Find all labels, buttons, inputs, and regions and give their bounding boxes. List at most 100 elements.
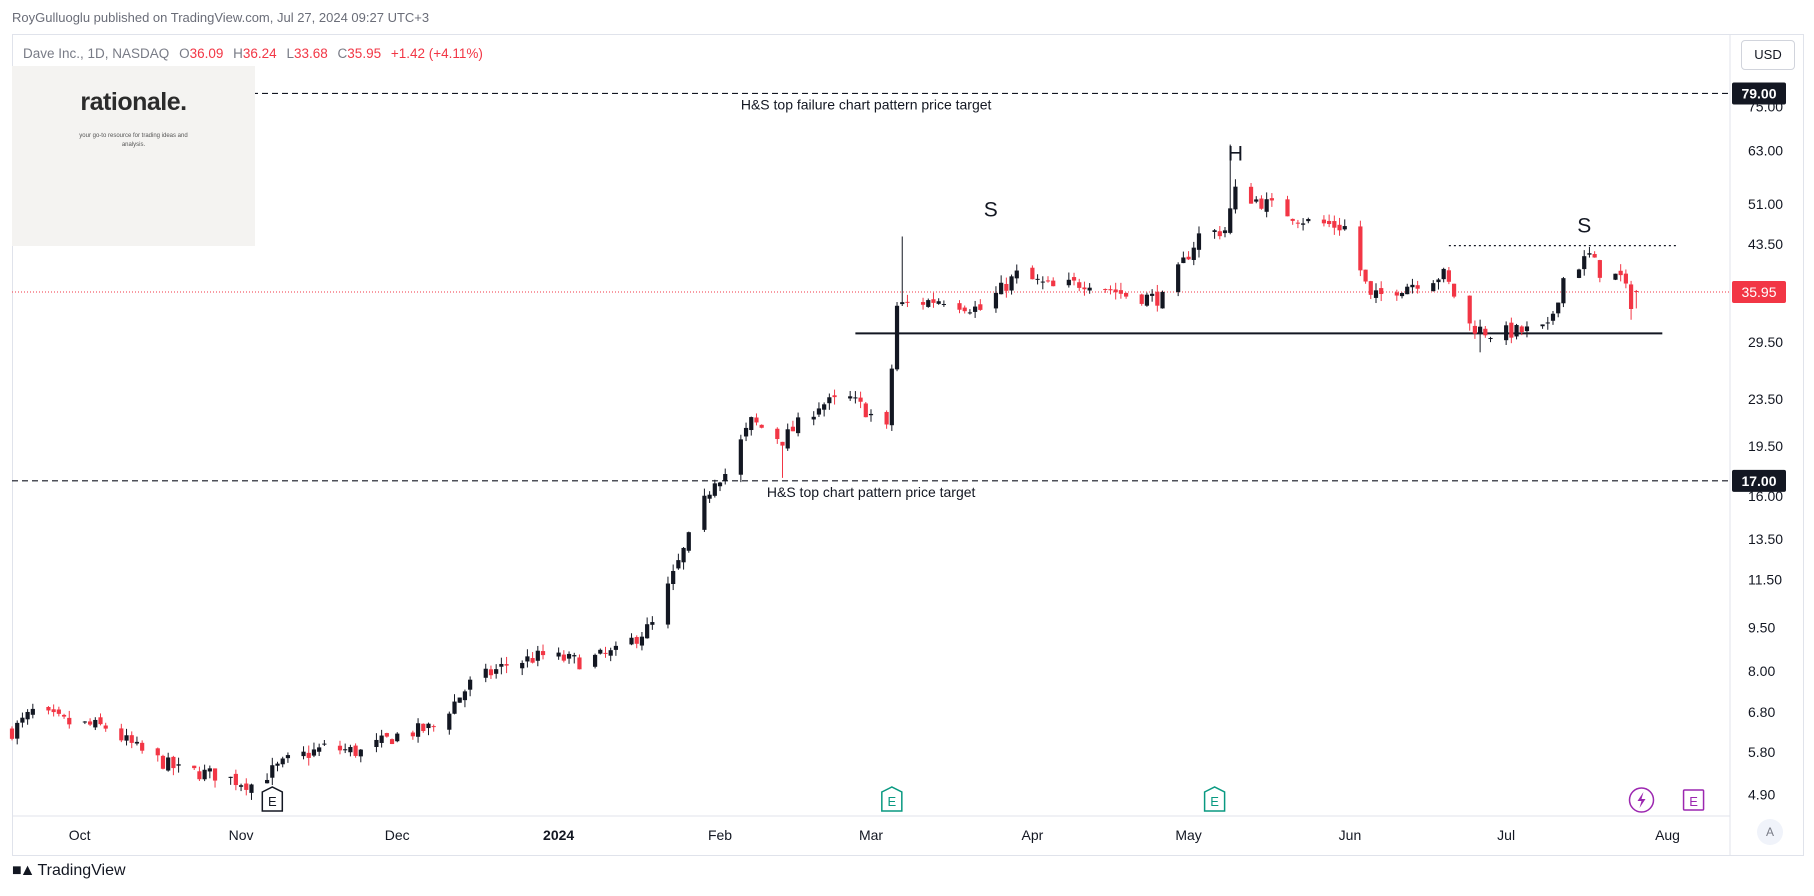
candle-body[interactable] xyxy=(67,717,72,725)
candle-body[interactable] xyxy=(1217,231,1222,237)
candle-body[interactable] xyxy=(811,416,816,420)
candle-body[interactable] xyxy=(1212,230,1217,232)
candle-body[interactable] xyxy=(1399,293,1405,297)
currency-button[interactable]: USD xyxy=(1741,40,1795,70)
tradingview-brand[interactable]: ■▲ TradingView xyxy=(12,862,126,880)
candle-body[interactable] xyxy=(1488,337,1493,339)
candle-body[interactable] xyxy=(1108,289,1113,291)
candle-body[interactable] xyxy=(1504,325,1509,341)
candle-body[interactable] xyxy=(124,735,129,741)
candle-body[interactable] xyxy=(1176,264,1181,293)
candle-body[interactable] xyxy=(707,494,712,499)
candle-body[interactable] xyxy=(275,763,280,766)
candle-body[interactable] xyxy=(46,706,51,711)
chart-frame[interactable] xyxy=(12,34,1804,856)
candle-body[interactable] xyxy=(749,417,754,431)
candle-body[interactable] xyxy=(1613,273,1618,280)
candle-body[interactable] xyxy=(723,474,728,481)
candle-body[interactable] xyxy=(905,301,910,303)
candle-body[interactable] xyxy=(561,654,566,661)
candle-body[interactable] xyxy=(212,768,218,781)
candle-body[interactable] xyxy=(1030,267,1035,280)
candle-body[interactable] xyxy=(119,728,124,741)
candle-body[interactable] xyxy=(671,570,676,584)
candle-body[interactable] xyxy=(1446,270,1451,282)
candle-body[interactable] xyxy=(1394,292,1399,296)
candle-body[interactable] xyxy=(629,637,634,645)
candle-body[interactable] xyxy=(993,292,999,309)
candle-body[interactable] xyxy=(1077,282,1082,288)
candle-body[interactable] xyxy=(93,719,98,728)
candle-body[interactable] xyxy=(494,669,499,674)
candle-body[interactable] xyxy=(197,771,202,780)
candle-body[interactable] xyxy=(973,306,978,312)
candle-body[interactable] xyxy=(920,302,926,305)
candle-body[interactable] xyxy=(468,679,473,690)
candle-body[interactable] xyxy=(1233,186,1238,210)
candle-body[interactable] xyxy=(244,783,249,790)
candle-body[interactable] xyxy=(1228,208,1233,233)
symbol-legend[interactable]: Dave Inc., 1D, NASDAQ O36.09 H36.24 L33.… xyxy=(23,46,483,61)
candle-body[interactable] xyxy=(1628,284,1634,309)
candle-body[interactable] xyxy=(1342,226,1347,230)
candle-body[interactable] xyxy=(1082,287,1087,290)
candle-body[interactable] xyxy=(702,495,707,530)
candle-body[interactable] xyxy=(348,747,353,753)
candle-body[interactable] xyxy=(1035,278,1040,280)
upcoming-earnings-icon[interactable] xyxy=(1682,789,1705,811)
candle-body[interactable] xyxy=(535,650,540,661)
candle-body[interactable] xyxy=(264,779,270,784)
candle-body[interactable] xyxy=(410,732,415,737)
candle-body[interactable] xyxy=(322,743,327,745)
candle-body[interactable] xyxy=(1191,247,1196,260)
candle-body[interactable] xyxy=(462,691,468,701)
earnings-event-icon[interactable] xyxy=(261,786,284,812)
candle-body[interactable] xyxy=(1103,289,1108,291)
candle-body[interactable] xyxy=(447,713,452,730)
candle-body[interactable] xyxy=(775,428,780,440)
candle-body[interactable] xyxy=(1118,290,1123,294)
candle-body[interactable] xyxy=(207,768,212,772)
candle-body[interactable] xyxy=(525,656,530,662)
candle-body[interactable] xyxy=(1295,222,1300,224)
candle-body[interactable] xyxy=(358,749,363,757)
candle-body[interactable] xyxy=(1040,281,1045,283)
candle-body[interactable] xyxy=(426,723,431,729)
candle-body[interactable] xyxy=(868,413,874,416)
candle-body[interactable] xyxy=(337,745,343,751)
candle-body[interactable] xyxy=(1519,326,1524,333)
candle-body[interactable] xyxy=(743,427,749,437)
candle-body[interactable] xyxy=(790,426,796,432)
candle-body[interactable] xyxy=(15,722,20,739)
candle-body[interactable] xyxy=(832,395,837,398)
candle-body[interactable] xyxy=(848,396,853,399)
candle-body[interactable] xyxy=(1155,291,1160,306)
candle-body[interactable] xyxy=(717,482,723,487)
candle-body[interactable] xyxy=(1550,313,1556,321)
candle-body[interactable] xyxy=(577,657,582,670)
candle-body[interactable] xyxy=(129,735,134,743)
candle-body[interactable] xyxy=(572,655,577,657)
candle-body[interactable] xyxy=(884,411,889,425)
candle-body[interactable] xyxy=(676,560,681,569)
candle-body[interactable] xyxy=(665,583,671,625)
candle-body[interactable] xyxy=(1337,224,1342,231)
candle-body[interactable] xyxy=(754,417,759,423)
candle-body[interactable] xyxy=(452,701,457,714)
candle-body[interactable] xyxy=(166,757,171,771)
candle-body[interactable] xyxy=(1181,257,1186,264)
candle-body[interactable] xyxy=(1592,254,1597,258)
candle-body[interactable] xyxy=(192,765,197,769)
candle-body[interactable] xyxy=(712,483,717,496)
candle-body[interactable] xyxy=(421,723,426,732)
candle-body[interactable] xyxy=(30,708,35,715)
candle-body[interactable] xyxy=(1014,270,1019,279)
candle-body[interactable] xyxy=(1545,322,1550,324)
candle-body[interactable] xyxy=(1483,328,1488,336)
candle-body[interactable] xyxy=(1269,198,1274,201)
candle-body[interactable] xyxy=(894,305,900,370)
candle-body[interactable] xyxy=(285,755,291,759)
candle-body[interactable] xyxy=(598,649,603,654)
candle-body[interactable] xyxy=(1524,326,1530,332)
